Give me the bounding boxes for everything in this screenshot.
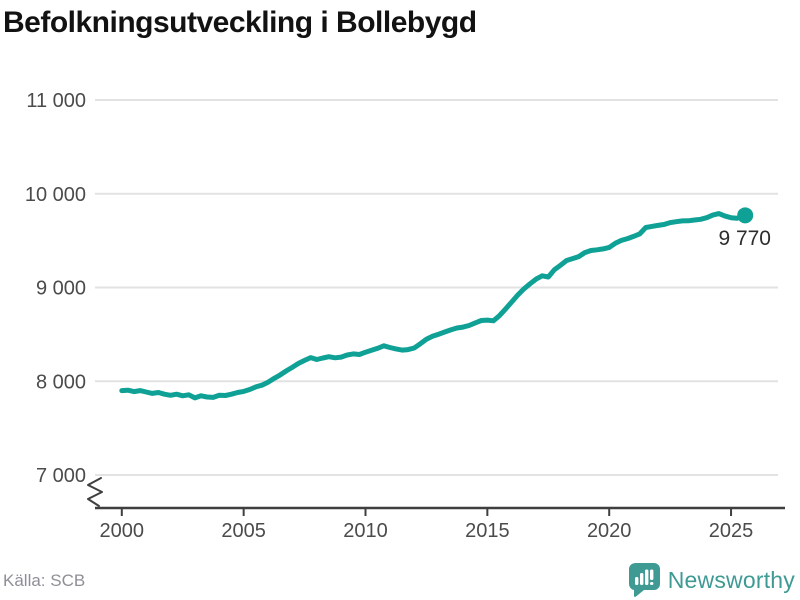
x-tick-label: 2020 [587, 520, 632, 542]
x-tick-label: 2010 [343, 520, 388, 542]
page-title: Befolkningsutveckling i Bollebygd [3, 6, 477, 39]
exclamation-stem [649, 569, 654, 580]
y-tick-label: 8 000 [36, 371, 86, 393]
end-point-marker [737, 207, 754, 224]
y-tick-label: 7 000 [36, 465, 86, 487]
x-tick-label: 2015 [465, 520, 510, 542]
brand-name: Newsworthy [667, 566, 795, 593]
y-tick-label: 9 000 [36, 278, 86, 300]
x-tick-label: 2000 [100, 520, 145, 542]
bar-tall [644, 569, 649, 585]
y-tick-label: 10 000 [25, 184, 86, 206]
x-tick-label: 2005 [221, 520, 266, 542]
bar-short [634, 577, 639, 585]
newsworthy-bubble-chart-icon [628, 563, 660, 597]
x-tick-label: 2025 [709, 520, 754, 542]
newsworthy-logo[interactable]: Newsworthy [627, 562, 795, 598]
bar-medium [639, 573, 644, 585]
axis-break-symbol [87, 477, 103, 507]
y-tick-label: 11 000 [26, 90, 86, 112]
speech-bubble-shape [628, 563, 660, 597]
population-line [119, 211, 748, 401]
exclamation-dot [649, 582, 654, 585]
end-value-label: 9 770 [718, 227, 771, 250]
source-label: Källa: SCB [3, 571, 86, 590]
